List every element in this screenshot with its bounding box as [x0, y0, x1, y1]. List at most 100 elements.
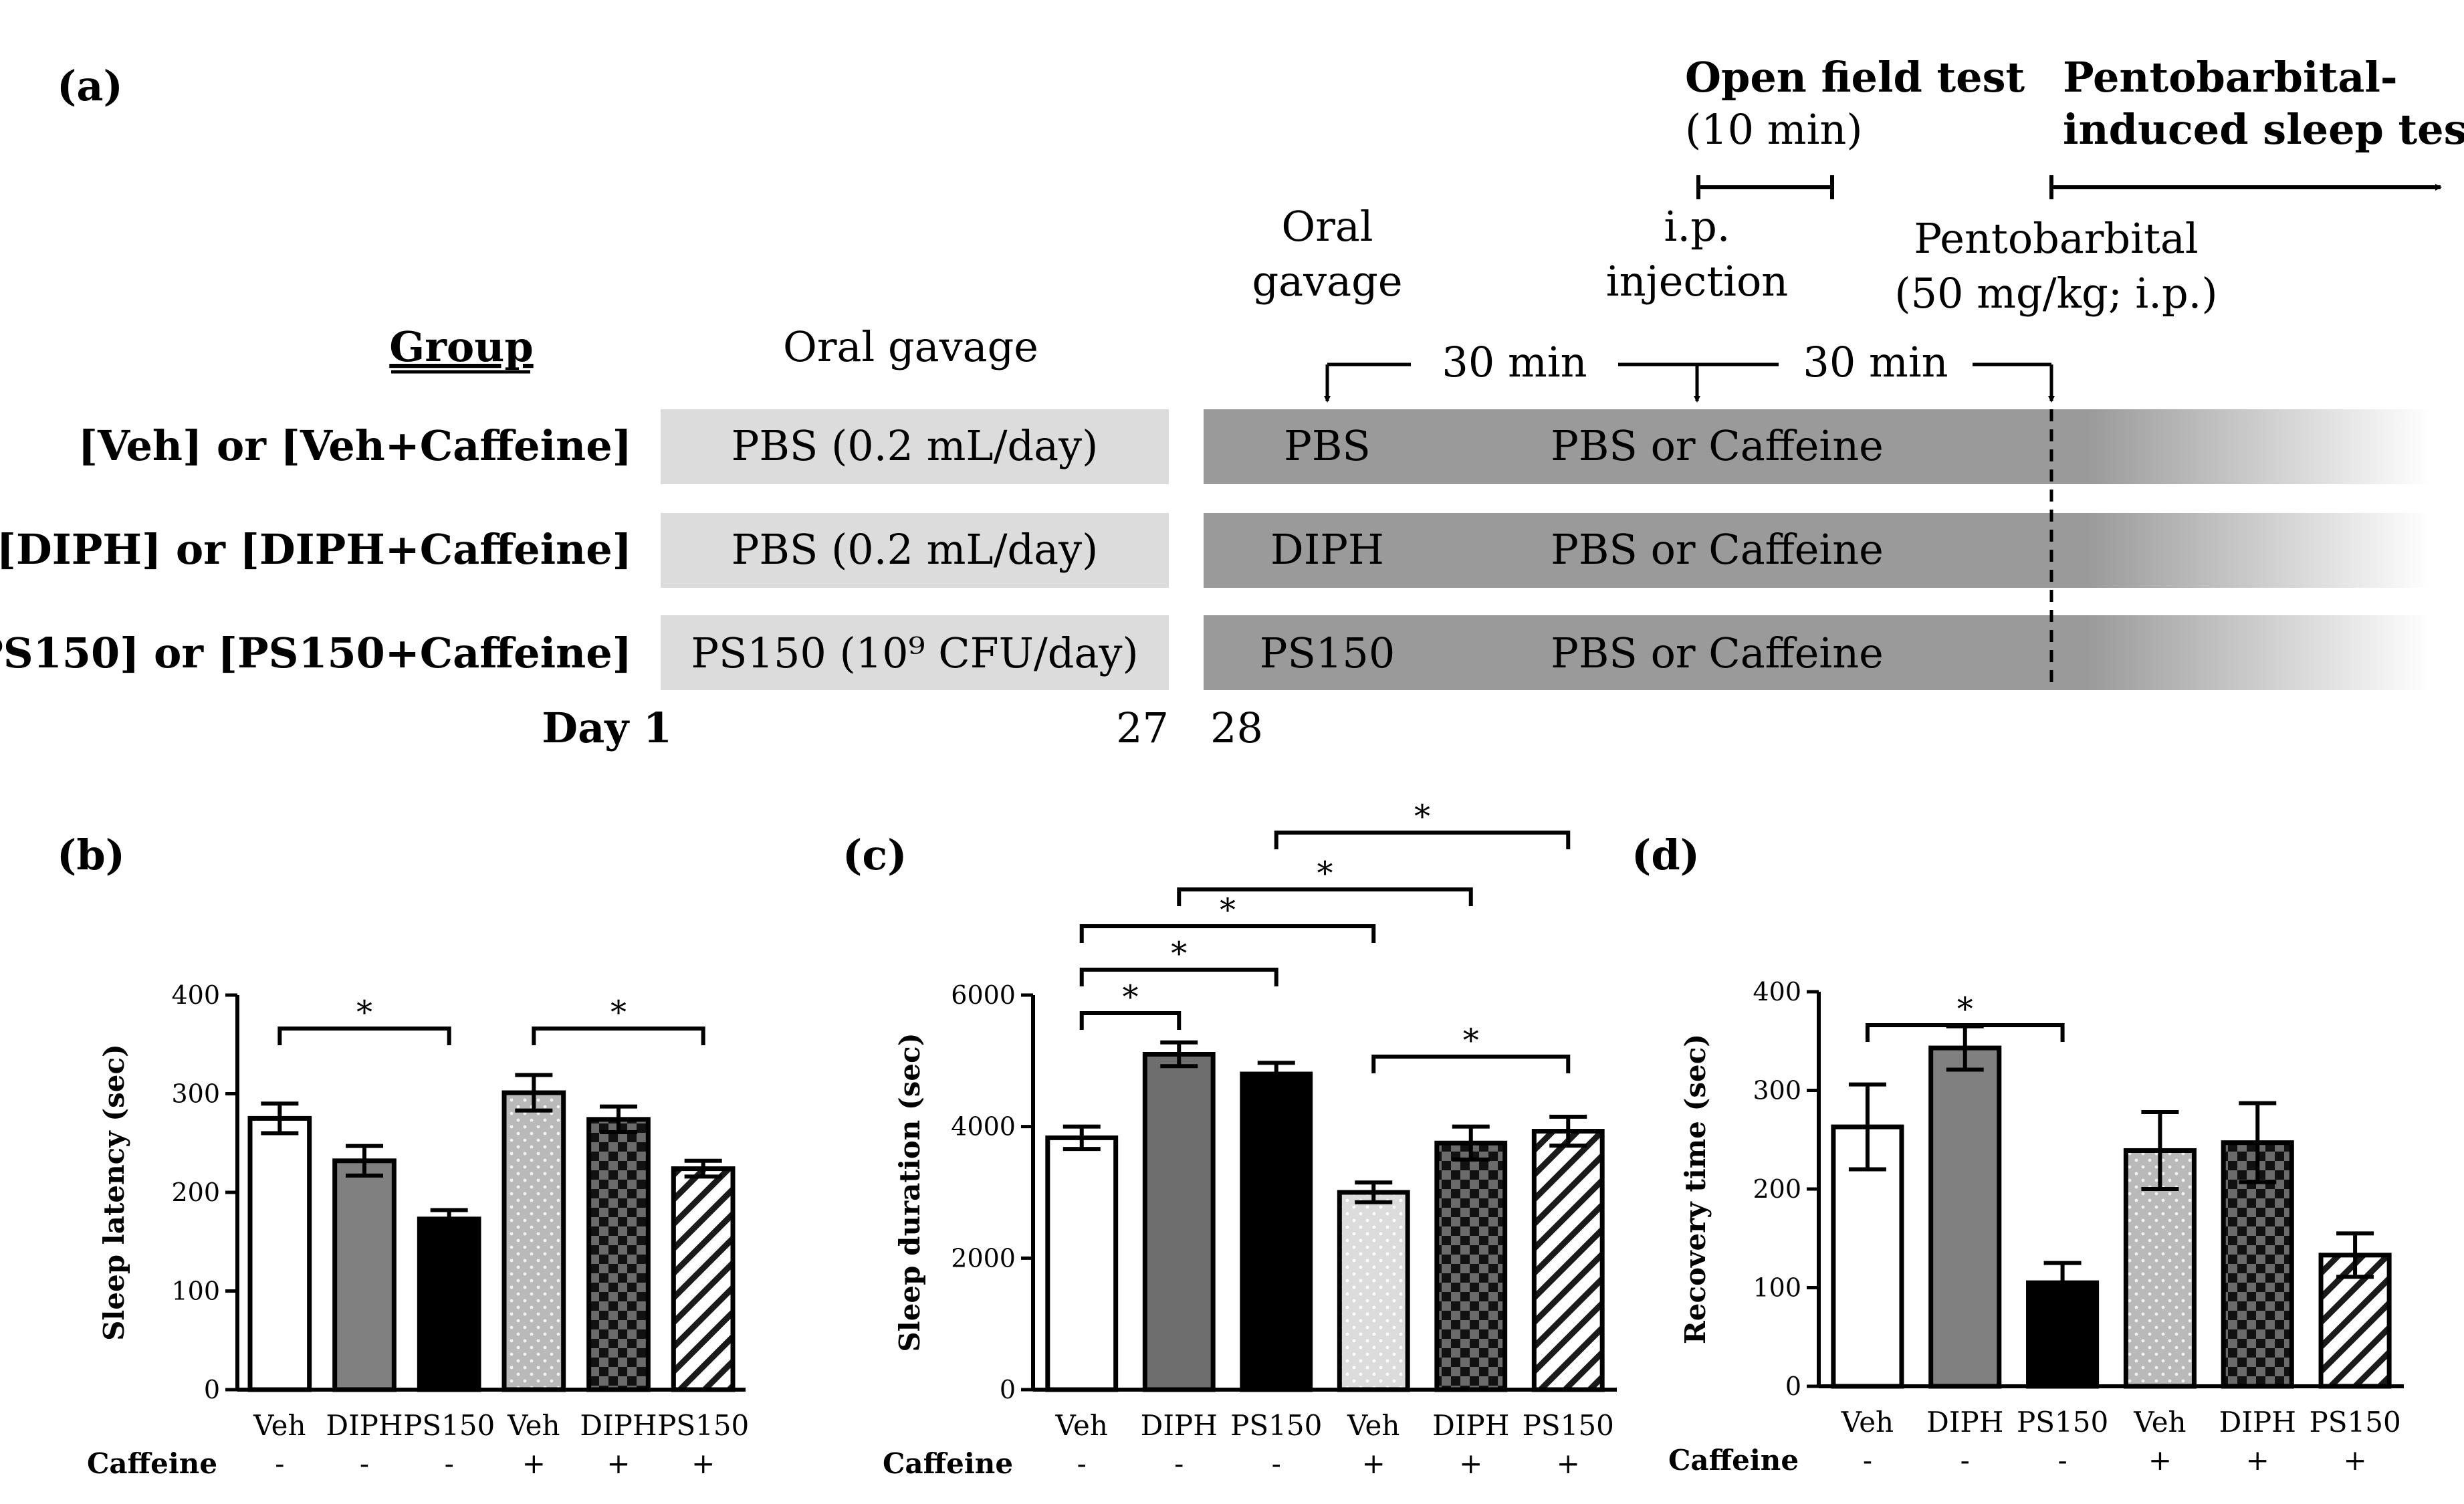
y-tick-label: 100	[171, 1277, 220, 1306]
phase1-text: PBS (0.2 mL/day)	[732, 525, 1099, 574]
category-label: DIPH	[1926, 1406, 2003, 1438]
caffeine-sign: +	[522, 1447, 546, 1480]
caffeine-sign: -	[445, 1447, 454, 1480]
significance-bracket	[1371, 1055, 1571, 1073]
chart-b: 0 100 200 300 400 Sleep latency (sec) Veh - DIPH…	[87, 980, 749, 1480]
schedule-row-0: [Veh] or [Veh+Caffeine] PBS (0.2 mL/day)…	[78, 409, 2431, 484]
panel-label-b: (b)	[57, 831, 125, 879]
significance-star: *	[1220, 891, 1236, 929]
significance-bracket	[532, 1027, 705, 1045]
y-axis-label: Recovery time (sec)	[1679, 1034, 1712, 1344]
bar	[586, 1117, 651, 1392]
caffeine-row-label: Caffeine	[1668, 1444, 1799, 1477]
significance-bracket	[1079, 924, 1376, 943]
gavage-text: DIPH	[1270, 525, 1384, 574]
y-tick-label: 400	[1753, 977, 1801, 1006]
injection-text: PBS or Caffeine	[1551, 629, 1884, 677]
panel-a: (a) Group Oral gavage Oral gavage i.p. i…	[0, 53, 2464, 752]
group-header: Group	[389, 322, 533, 371]
significance-bracket	[277, 1027, 451, 1045]
caffeine-row-label: Caffeine	[87, 1447, 217, 1480]
y-tick-label: 200	[1753, 1174, 1801, 1204]
significance-bracket	[1079, 968, 1278, 986]
category-label: Veh	[253, 1409, 306, 1442]
bar	[1337, 1190, 1410, 1392]
caffeine-row-label: Caffeine	[883, 1447, 1013, 1480]
y-tick-label: 6000	[951, 980, 1016, 1010]
y-tick-label: 300	[1753, 1076, 1801, 1105]
category-label: DIPH	[2219, 1406, 2296, 1438]
category-label: Veh	[1841, 1406, 1894, 1438]
significance-star: *	[610, 994, 627, 1031]
bar	[1531, 1129, 1605, 1392]
category-label: DIPH	[1432, 1409, 1509, 1442]
category-label: DIPH	[1141, 1409, 1218, 1442]
interval2-label: 30 min	[1803, 338, 1948, 387]
bar	[1045, 1135, 1119, 1392]
panel-label-c: (c)	[843, 831, 907, 879]
caffeine-sign: +	[691, 1447, 715, 1480]
injection-text: PBS or Caffeine	[1551, 525, 1884, 574]
category-label: PS150	[2309, 1406, 2400, 1438]
bar	[1434, 1140, 1508, 1392]
y-tick-label: 300	[171, 1079, 220, 1109]
significance-star: *	[1317, 855, 1333, 892]
panel-label-d: (d)	[1632, 831, 1700, 879]
bar	[501, 1090, 566, 1392]
caffeine-sign: -	[1961, 1444, 1970, 1477]
oral-gavage-line2: gavage	[1252, 257, 1402, 306]
pentobarbital-line2: (50 mg/kg; i.p.)	[1894, 269, 2217, 318]
significance-star: *	[1414, 798, 1430, 835]
panel-d: (d) 0 100 200 300 400 Recovery time (sec) Veh -…	[1632, 831, 2404, 1477]
y-tick-label: 0	[1785, 1372, 1801, 1401]
y-tick-label: 200	[171, 1178, 220, 1207]
category-label: PS150	[403, 1409, 495, 1442]
category-label: PS150	[657, 1409, 749, 1442]
category-label: Veh	[2133, 1406, 2186, 1438]
open-field-title: Open field test	[1685, 53, 2025, 102]
gavage-text: PS150	[1260, 629, 1395, 677]
y-tick-label: 0	[204, 1375, 220, 1404]
caffeine-sign: +	[2148, 1444, 2172, 1477]
day-28: 28	[1210, 704, 1263, 752]
oral-gavage-line1: Oral	[1281, 202, 1373, 251]
caffeine-sign: +	[1459, 1447, 1482, 1480]
day-start: Day 1	[542, 704, 672, 752]
bar	[1240, 1071, 1313, 1392]
significance-bracket	[1865, 1023, 2065, 1042]
phase2-bar	[1204, 409, 2431, 484]
interval1-label: 30 min	[1442, 338, 1587, 387]
category-label: Veh	[507, 1409, 560, 1442]
caffeine-sign: +	[1557, 1447, 1580, 1480]
y-axis-label: Sleep latency (sec)	[98, 1044, 130, 1341]
schedule-row-1: [DIPH] or [DIPH+Caffeine] PBS (0.2 mL/da…	[0, 513, 2431, 588]
bar	[671, 1166, 736, 1392]
panel-b: (b) 0 100 200 300 400 Sleep latency (sec) Veh -…	[57, 831, 749, 1480]
phase1-bar	[661, 513, 1169, 588]
phase1-text: PBS (0.2 mL/day)	[732, 421, 1099, 470]
category-label: DIPH	[580, 1409, 657, 1442]
ip-injection-line1: i.p.	[1664, 202, 1730, 251]
significance-star: *	[1463, 1022, 1479, 1059]
category-label: Veh	[1347, 1409, 1399, 1442]
bar	[332, 1158, 397, 1392]
significance-star: *	[356, 994, 372, 1031]
y-tick-label: 2000	[951, 1243, 1016, 1273]
significance-bracket	[1274, 831, 1571, 849]
significance-star: *	[1957, 990, 1973, 1028]
y-tick-label: 100	[1753, 1273, 1801, 1303]
row-group-label: [DIPH] or [DIPH+Caffeine]	[0, 525, 632, 574]
chart-d: 0 100 200 300 400 Recovery time (sec) Veh - DIPH…	[1668, 977, 2404, 1477]
caffeine-sign: -	[1174, 1447, 1184, 1480]
caffeine-sign: +	[2246, 1444, 2269, 1477]
category-label: Veh	[1055, 1409, 1108, 1442]
caffeine-sign: +	[1362, 1447, 1385, 1480]
phase1-header: Oral gavage	[783, 322, 1038, 371]
y-tick-label: 400	[171, 980, 220, 1010]
panel-c: (c) 0 2000 4000 6000 Sleep duration (sec) Veh…	[843, 798, 1617, 1480]
caffeine-sign: +	[606, 1447, 630, 1480]
row-group-label: [PS150] or [PS150+Caffeine]	[0, 629, 632, 677]
significance-bracket	[1177, 887, 1473, 906]
significance-bracket	[1079, 1011, 1182, 1030]
